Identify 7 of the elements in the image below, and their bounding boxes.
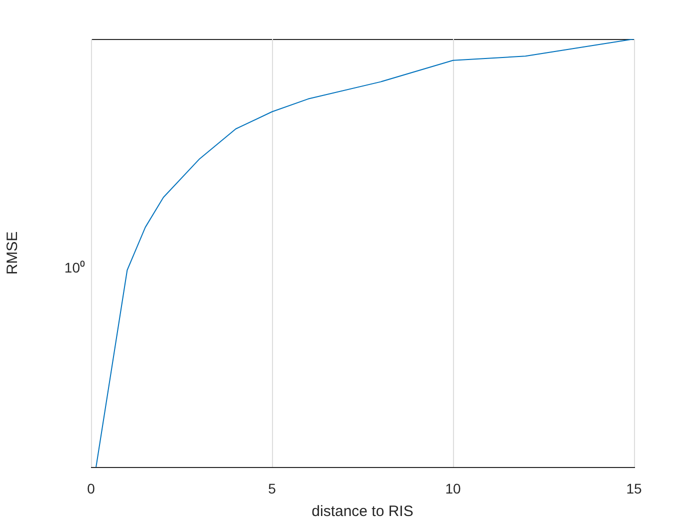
x-axis-title: distance to RIS: [312, 503, 414, 520]
x-tick-label: 5: [268, 480, 276, 496]
x-tick-label: 15: [626, 480, 642, 496]
y-axis-title: RMSE: [4, 231, 22, 275]
x-tick-label: 0: [87, 480, 96, 496]
x-tick-label: 10: [445, 480, 461, 496]
text: 10⁰: [64, 260, 85, 276]
